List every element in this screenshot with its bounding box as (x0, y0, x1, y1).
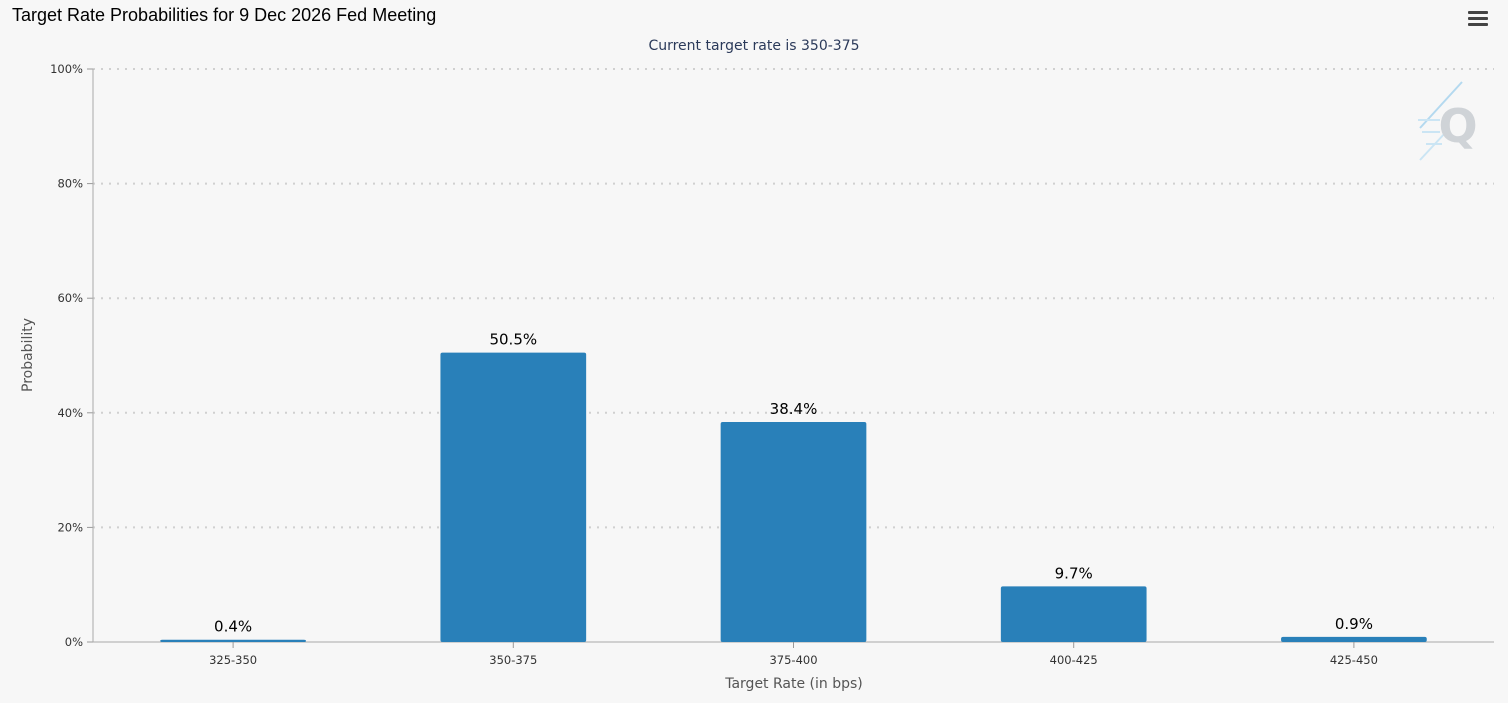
y-tick-label: 20% (57, 520, 83, 534)
x-axis-ticks: 325-350 350-375 375-400 400-425 425-450 (209, 642, 1378, 667)
x-tick-label: 425-450 (1330, 653, 1378, 667)
bar-350-375[interactable] (440, 352, 587, 642)
q-logo-letter: Q (1438, 99, 1477, 153)
bar-400-425[interactable] (1000, 586, 1147, 642)
menu-line (1468, 17, 1488, 20)
y-tick-label: 60% (57, 291, 83, 305)
data-label: 0.4% (214, 618, 252, 636)
y-axis-title: Probability (20, 318, 36, 392)
data-labels: 0.4% 50.5% 38.4% 9.7% 0.9% (214, 331, 1373, 636)
data-label: 0.9% (1335, 615, 1373, 633)
q-logo-icon: Q (1418, 81, 1478, 161)
y-tick-label: 0% (65, 635, 83, 649)
x-tick-label: 350-375 (489, 653, 537, 667)
x-tick-label: 325-350 (209, 653, 257, 667)
bar-375-400[interactable] (720, 421, 867, 642)
x-tick-label: 400-425 (1050, 653, 1098, 667)
y-tick-label: 80% (57, 177, 83, 191)
bar-325-350[interactable] (160, 639, 306, 642)
data-label: 38.4% (770, 400, 818, 418)
bar-425-450[interactable] (1281, 636, 1427, 642)
bars (160, 352, 1427, 642)
menu-line (1468, 23, 1488, 26)
data-label: 50.5% (489, 331, 537, 349)
y-tick-label: 100% (50, 62, 83, 76)
y-axis-ticks: 0% 20% 40% 60% 80% 100% (50, 62, 93, 649)
chart-title: Target Rate Probabilities for 9 Dec 2026… (12, 5, 437, 25)
menu-line (1468, 11, 1488, 14)
grid-lines (93, 68, 1494, 529)
y-tick-label: 40% (57, 406, 83, 420)
chart-subtitle: Current target rate is 350-375 (648, 38, 859, 54)
x-tick-label: 375-400 (769, 653, 817, 667)
hamburger-menu-icon[interactable] (1466, 8, 1490, 30)
x-axis-title: Target Rate (in bps) (724, 676, 863, 692)
data-label: 9.7% (1055, 564, 1093, 582)
